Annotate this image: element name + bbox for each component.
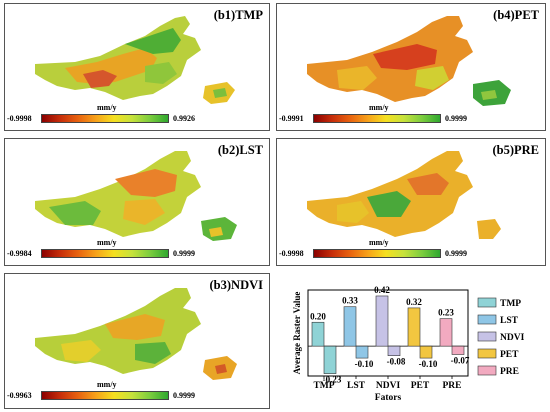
bar-negative-pre xyxy=(451,345,465,355)
colorbar-max-b3: 0.9999 xyxy=(173,391,195,400)
bar-positive-pet xyxy=(407,307,421,347)
map-b1 xyxy=(35,16,235,104)
map-panel-b4: (b4)PET mm/y -0.9991 0.9999 xyxy=(276,3,546,131)
bar-label-positive-lst: 0.33 xyxy=(342,296,358,306)
bar-label-negative-tmp: -0.23 xyxy=(323,375,342,385)
bar-positive-tmp xyxy=(311,321,325,347)
x-tick-label-ndvi: NDVI xyxy=(376,381,401,391)
map-panel-b2: (b2)LST mm/y -0.9984 0.9999 xyxy=(4,138,270,266)
legend-label-pet: PET xyxy=(500,350,519,360)
x-tick-label-pre: PRE xyxy=(443,381,462,391)
panel-title-b2: (b2)LST xyxy=(217,143,263,157)
colorbar-min-b3: -0.9963 xyxy=(7,391,32,400)
colorbar-min-b5: -0.9998 xyxy=(279,249,304,258)
colorbar-unit-b5: mm/y xyxy=(369,238,389,247)
bar-label-positive-pet: 0.32 xyxy=(406,297,422,307)
bar-label-positive-pre: 0.23 xyxy=(438,308,454,318)
map-b2-region xyxy=(35,151,237,241)
panel-title-b1: (b1)TMP xyxy=(213,8,263,22)
panel-title-b5: (b5)PRE xyxy=(492,143,539,157)
legend-swatch-pet xyxy=(477,348,497,359)
bar-label-negative-pet: -0.10 xyxy=(419,359,438,369)
bar-label-positive-tmp: 0.20 xyxy=(310,311,326,321)
colorbar-b4 xyxy=(313,114,441,123)
colorbar-max-b5: 0.9999 xyxy=(445,249,467,258)
bar-negative-pet xyxy=(419,345,433,359)
legend-label-lst: LST xyxy=(500,316,519,326)
legend-label-ndvi: NDVI xyxy=(500,333,525,343)
colorbar-max-b4: 0.9999 xyxy=(445,114,467,123)
panel-title-b3: (b3)NDVI xyxy=(209,278,263,292)
bar-positive-ndvi xyxy=(375,295,389,347)
y-axis-label: Average Raster Value xyxy=(292,292,302,375)
map-b2 xyxy=(35,151,237,241)
bar-negative-tmp xyxy=(323,345,337,374)
colorbar-unit-b4: mm/y xyxy=(369,103,389,112)
x-tick-label-tmp: TMP xyxy=(313,381,334,391)
bar-label-negative-ndvi: -0.08 xyxy=(387,357,406,367)
map-panel-b3: (b3)NDVI mm/y -0.9963 0.9999 xyxy=(4,273,270,409)
bar-negative-ndvi xyxy=(387,345,401,356)
map-b4-region xyxy=(307,16,511,106)
legend-label-tmp: TMP xyxy=(500,299,521,309)
x-tick-label-pet: PET xyxy=(411,381,430,391)
bar-label-negative-lst: -0.10 xyxy=(355,359,374,369)
map-b3-region xyxy=(35,288,237,380)
colorbar-min-b2: -0.9984 xyxy=(7,249,32,258)
bar-positive-pre xyxy=(439,318,453,347)
legend-label-pre: PRE xyxy=(500,367,519,377)
colorbar-unit-b2: mm/y xyxy=(97,238,117,247)
colorbar-min-b1: -0.9998 xyxy=(7,114,32,123)
colorbar-max-b1: 0.9926 xyxy=(173,114,195,123)
colorbar-unit-b1: mm/y xyxy=(97,103,117,112)
legend-swatch-lst xyxy=(477,314,497,325)
colorbar-b5 xyxy=(313,249,441,258)
panel-title-b4: (b4)PET xyxy=(493,8,539,22)
colorbar-min-b4: -0.9991 xyxy=(279,114,304,123)
legend-swatch-pre xyxy=(477,365,497,376)
legend-swatch-tmp xyxy=(477,297,497,308)
map-b1-region xyxy=(35,16,235,104)
legend-swatch-ndvi xyxy=(477,331,497,342)
colorbar-max-b2: 0.9999 xyxy=(173,249,195,258)
map-b3 xyxy=(35,288,237,380)
x-axis-label: Fators xyxy=(375,393,402,403)
bar-negative-lst xyxy=(355,345,369,359)
bar-label-positive-ndvi: 0.42 xyxy=(374,285,390,295)
map-b4 xyxy=(307,16,511,106)
x-tick-label-lst: LST xyxy=(347,381,366,391)
colorbar-b2 xyxy=(41,249,169,258)
bar-positive-lst xyxy=(343,306,357,347)
map-b5 xyxy=(307,151,501,239)
colorbar-b1 xyxy=(41,114,169,123)
map-panel-b5: (b5)PRE mm/y -0.9998 0.9999 xyxy=(276,138,546,266)
map-b5-region xyxy=(307,151,501,239)
colorbar-unit-b3: mm/y xyxy=(97,380,117,389)
map-panel-b1: (b1)TMP mm/y -0.9998 0.9926 xyxy=(4,3,270,131)
colorbar-b3 xyxy=(41,391,169,400)
bar-label-negative-pre: -0.07 xyxy=(451,356,470,366)
